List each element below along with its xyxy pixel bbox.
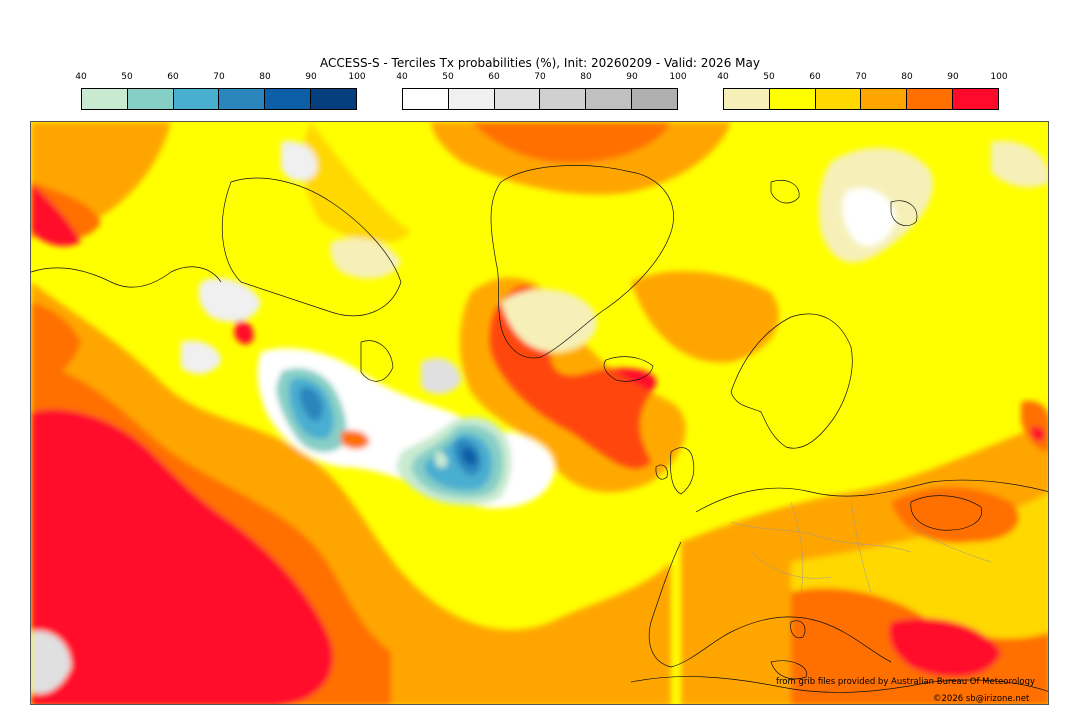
map-title: ACCESS-S - Terciles Tx probabilities (%)… — [320, 56, 760, 70]
tick-label: 40 — [75, 72, 87, 82]
tick-label: 90 — [626, 72, 638, 82]
tick-label: 80 — [580, 72, 592, 82]
colorbar-ticks: 40 50 60 70 80 90 100 — [396, 72, 686, 86]
colorbar-above-normal: 40 50 60 70 80 90 100 — [717, 72, 1008, 114]
color-swatch — [724, 89, 770, 109]
probability-map — [30, 121, 1049, 705]
tick-label: 60 — [167, 72, 179, 82]
colorbar-boxes — [81, 88, 357, 110]
coastline-layer — [31, 165, 1048, 693]
color-swatch — [586, 89, 633, 109]
copyright-credit: ©2026 sb@irizone.net — [933, 694, 1030, 704]
color-swatch — [815, 89, 862, 109]
color-swatch — [448, 89, 495, 109]
color-swatch — [769, 89, 816, 109]
tick-label: 50 — [442, 72, 454, 82]
tick-label: 80 — [259, 72, 271, 82]
tick-label: 100 — [990, 72, 1008, 82]
tick-label: 100 — [669, 72, 687, 82]
tick-label: 90 — [947, 72, 959, 82]
tick-label: 90 — [305, 72, 317, 82]
colorbar-boxes — [402, 88, 678, 110]
tick-label: 50 — [763, 72, 775, 82]
color-swatch — [953, 89, 998, 109]
tick-label: 80 — [901, 72, 913, 82]
tick-label: 70 — [855, 72, 867, 82]
tick-label: 60 — [809, 72, 821, 82]
color-swatch — [632, 89, 677, 109]
tick-label: 40 — [717, 72, 729, 82]
tick-label: 40 — [396, 72, 408, 82]
colorbar-boxes — [723, 88, 999, 110]
color-swatch — [861, 89, 908, 109]
tick-label: 70 — [534, 72, 546, 82]
tick-label: 100 — [348, 72, 366, 82]
colorbar-ticks: 40 50 60 70 80 90 100 — [75, 72, 365, 86]
colorbar-ticks: 40 50 60 70 80 90 100 — [717, 72, 1007, 86]
color-swatch — [907, 89, 954, 109]
color-swatch — [219, 89, 266, 109]
map-svg — [31, 122, 1048, 704]
data-source-credit: from grib files provided by Australian B… — [776, 677, 1036, 687]
color-swatch — [311, 89, 356, 109]
colorbar-near-normal: 40 50 60 70 80 90 100 — [396, 72, 687, 114]
color-swatch — [265, 89, 312, 109]
border-layer — [730, 501, 992, 593]
probability-field — [31, 122, 1048, 704]
color-swatch — [403, 89, 449, 109]
color-swatch — [127, 89, 174, 109]
color-swatch — [173, 89, 220, 109]
color-swatch — [82, 89, 128, 109]
tick-label: 60 — [488, 72, 500, 82]
tick-label: 50 — [121, 72, 133, 82]
color-swatch — [540, 89, 587, 109]
colorbar-below-normal: 40 50 60 70 80 90 100 — [75, 72, 366, 114]
color-swatch — [494, 89, 541, 109]
tick-label: 70 — [213, 72, 225, 82]
